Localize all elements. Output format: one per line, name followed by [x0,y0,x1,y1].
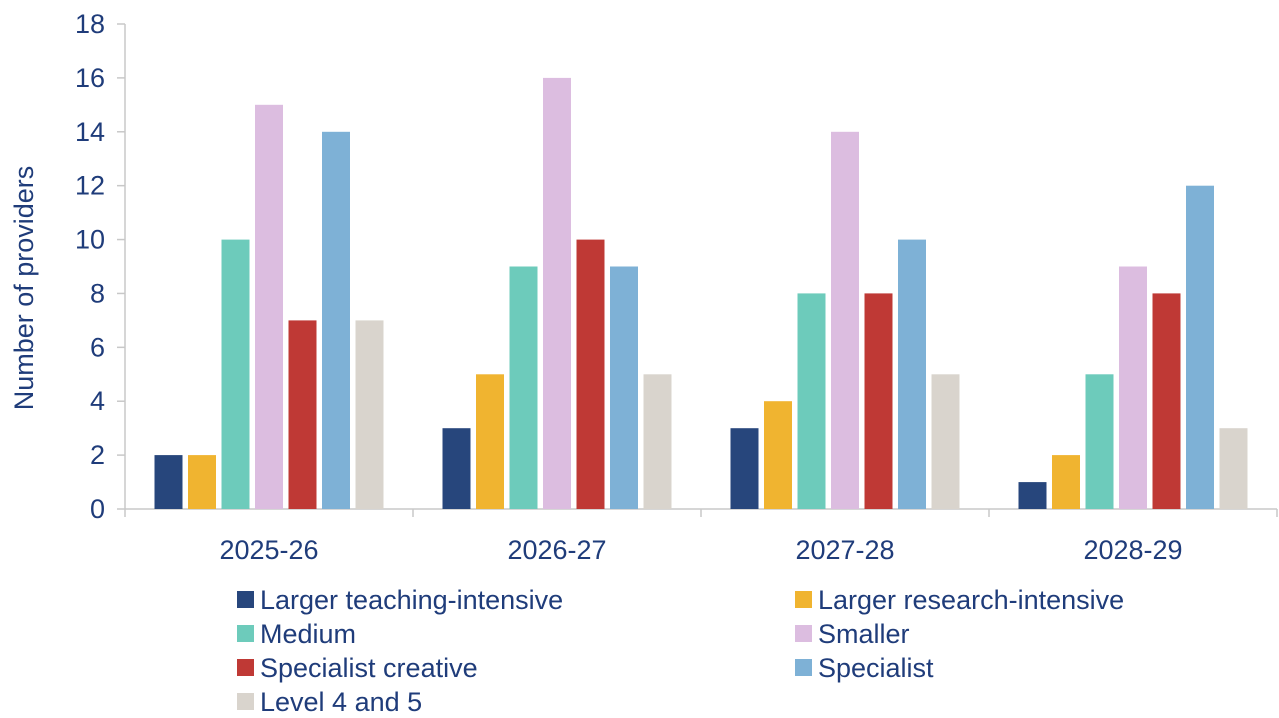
legend-item: Larger research-intensive [795,585,1124,615]
legend-swatch [237,591,254,608]
bar-specialist-2026-27 [610,266,638,509]
bar-level-4-and-5-2026-27 [643,374,672,509]
bar-medium-2025-26 [221,239,250,509]
legend-item: Specialist [795,653,934,683]
x-tick-label: 2027-28 [795,535,894,565]
y-tick-label: 4 [90,386,105,416]
legend-label: Medium [260,619,356,649]
x-tick-label: 2025-26 [219,535,318,565]
bar-smaller-2027-28 [831,131,859,510]
bar-level-4-and-5-2025-26 [355,320,384,509]
y-tick-label: 12 [75,171,105,201]
bar-larger-research-intensive-2028-29 [1052,455,1080,509]
legend-item: Medium [237,619,356,649]
bar-level-4-and-5-2028-29 [1219,428,1248,509]
bar-smaller-2028-29 [1119,266,1147,509]
bar-larger-teaching-intensive-2027-28 [730,428,759,509]
legend-label: Larger research-intensive [818,585,1124,615]
y-tick-label: 0 [90,494,105,524]
bar-larger-research-intensive-2025-26 [188,455,216,509]
legend-label: Specialist creative [260,653,478,683]
legend-label: Smaller [818,619,910,649]
legend-item: Smaller [795,619,910,649]
bar-larger-teaching-intensive-2025-26 [154,455,183,509]
bar-larger-teaching-intensive-2028-29 [1018,482,1047,509]
bar-smaller-2026-27 [543,77,571,510]
y-tick-label: 2 [90,440,105,470]
y-axis-title: Number of providers [9,166,39,411]
bars [154,77,1248,510]
legend-swatch [795,625,812,642]
x-tick-label: 2028-29 [1083,535,1182,565]
legend-item: Larger teaching-intensive [237,585,563,615]
bar-larger-research-intensive-2026-27 [476,374,504,509]
legend: Larger teaching-intensive Larger research… [237,585,1124,717]
legend-swatch [237,625,254,642]
y-tick-label: 6 [90,332,105,362]
y-tick-label: 16 [75,63,105,93]
bar-medium-2026-27 [509,266,538,509]
bar-specialist-creative-2025-26 [288,320,317,509]
tick-labels: 0 2 4 6 8 10 12 14 16 18 2025-26 2026-27 2027-28 2028… [75,9,1183,565]
x-tick-label: 2026-27 [507,535,606,565]
legend-swatch [795,591,812,608]
axes [117,23,1278,517]
bar-level-4-and-5-2027-28 [931,374,960,509]
bar-medium-2028-29 [1085,374,1114,509]
y-tick-label: 10 [75,225,105,255]
legend-item: Specialist creative [237,653,478,683]
bar-specialist-creative-2026-27 [576,239,605,509]
bar-specialist-2028-29 [1186,185,1214,509]
legend-label: Larger teaching-intensive [260,585,563,615]
y-tick-label: 18 [75,9,105,39]
bar-medium-2027-28 [797,293,826,509]
legend-swatch [237,693,254,710]
bar-specialist-2027-28 [898,239,926,509]
legend-swatch [237,659,254,676]
legend-label: Specialist [818,653,934,683]
bar-larger-teaching-intensive-2026-27 [442,428,471,509]
legend-item: Level 4 and 5 [237,687,422,717]
bar-larger-research-intensive-2027-28 [764,401,792,509]
bar-specialist-creative-2027-28 [864,293,893,509]
y-tick-label: 8 [90,278,105,308]
y-tick-label: 14 [75,117,105,147]
bar-specialist-2025-26 [322,131,350,510]
bar-smaller-2025-26 [255,104,283,510]
bar-specialist-creative-2028-29 [1152,293,1181,509]
legend-swatch [795,659,812,676]
legend-label: Level 4 and 5 [260,687,422,717]
